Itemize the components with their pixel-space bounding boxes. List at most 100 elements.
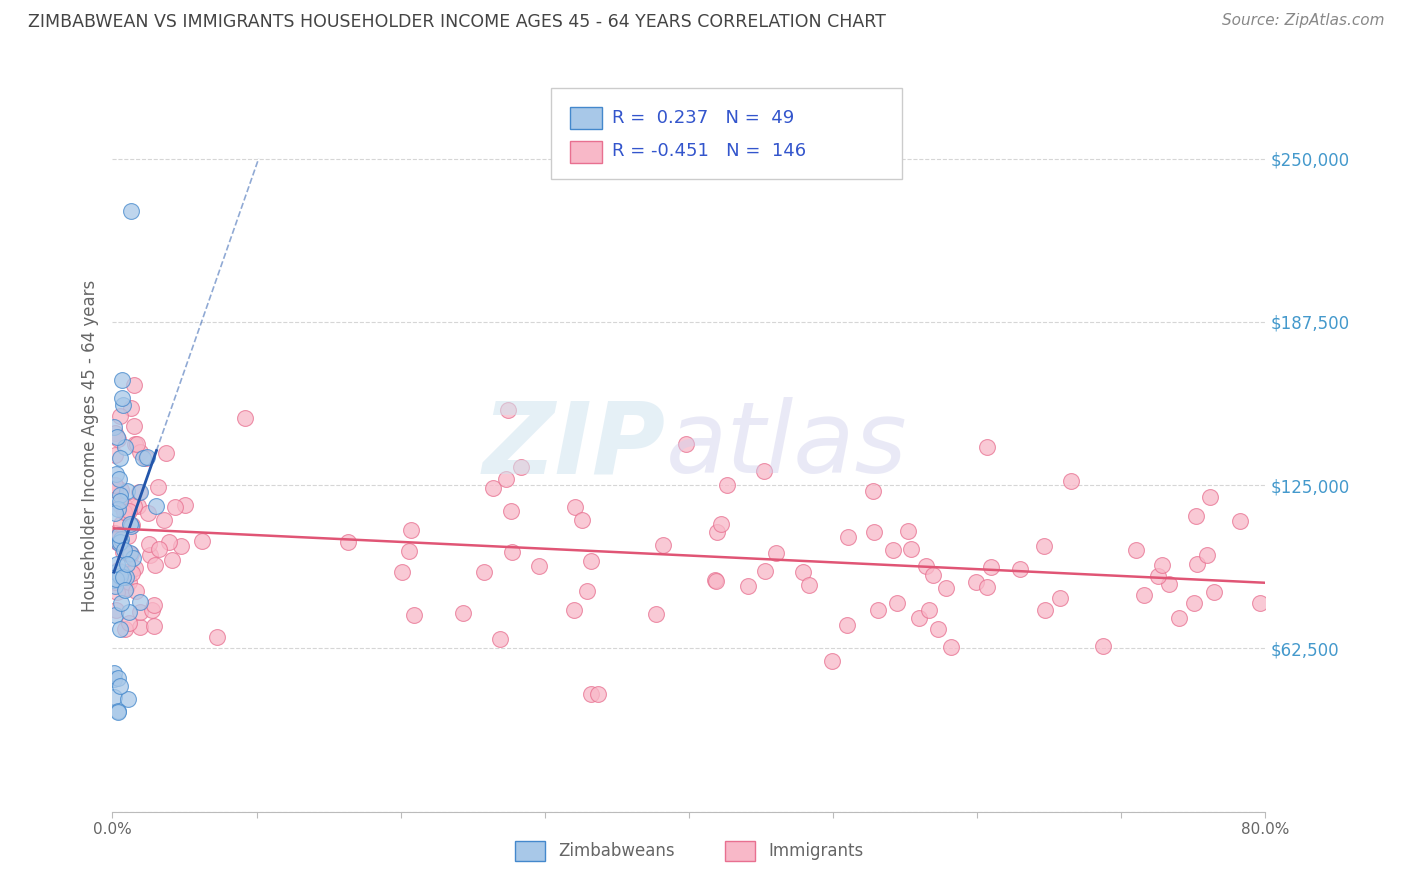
Point: [112, 399, 135, 413]
Point: [821, 654, 844, 668]
Point: [160, 553, 183, 567]
Point: [837, 530, 859, 544]
Point: [451, 606, 474, 620]
Point: [586, 687, 609, 701]
Point: [120, 401, 142, 415]
Point: [145, 499, 167, 513]
Point: [124, 560, 146, 574]
Point: [915, 558, 938, 573]
Point: [886, 596, 908, 610]
Point: [127, 437, 149, 451]
Point: [118, 605, 141, 619]
Point: [122, 551, 145, 566]
Point: [118, 546, 141, 560]
Point: [107, 671, 129, 685]
Point: [114, 582, 136, 597]
Point: [117, 547, 139, 561]
FancyBboxPatch shape: [571, 107, 603, 129]
Point: [402, 607, 425, 622]
Point: [104, 532, 127, 546]
Point: [136, 450, 159, 465]
Point: [1199, 490, 1222, 504]
Point: [110, 596, 132, 610]
Point: [1059, 474, 1081, 488]
Point: [117, 692, 139, 706]
Point: [155, 446, 177, 460]
Point: [111, 373, 134, 387]
Point: [107, 563, 129, 577]
Point: [111, 545, 134, 559]
Point: [110, 488, 132, 502]
Point: [104, 478, 127, 492]
Point: [110, 409, 132, 423]
Point: [1157, 577, 1180, 591]
Point: [104, 425, 127, 440]
Text: R =  0.237   N =  49: R = 0.237 N = 49: [612, 110, 794, 128]
Point: [127, 499, 149, 513]
Point: [122, 499, 145, 513]
Point: [173, 498, 195, 512]
Point: [716, 477, 738, 491]
Point: [108, 679, 131, 693]
Point: [112, 498, 135, 512]
Point: [579, 554, 602, 568]
Point: [921, 568, 943, 582]
Point: [527, 558, 550, 573]
Point: [138, 548, 160, 562]
Point: [114, 440, 136, 454]
Point: [918, 603, 941, 617]
Point: [103, 665, 125, 680]
Point: [907, 611, 929, 625]
Point: [110, 534, 132, 549]
Point: [571, 513, 593, 527]
Point: [112, 543, 135, 558]
Point: [110, 483, 132, 498]
Text: ZIMBABWEAN VS IMMIGRANTS HOUSEHOLDER INCOME AGES 45 - 64 YEARS CORRELATION CHART: ZIMBABWEAN VS IMMIGRANTS HOUSEHOLDER INC…: [28, 13, 886, 31]
FancyBboxPatch shape: [571, 141, 603, 163]
Point: [562, 603, 585, 617]
Point: [115, 506, 138, 520]
Point: [118, 615, 141, 630]
Point: [862, 484, 884, 499]
Point: [1195, 549, 1218, 563]
Point: [108, 472, 131, 486]
Point: [205, 630, 228, 644]
Point: [104, 506, 127, 520]
Point: [114, 622, 136, 636]
Point: [117, 529, 139, 543]
Point: [108, 528, 131, 542]
Point: [765, 546, 787, 560]
Point: [105, 430, 128, 444]
Point: [120, 547, 142, 561]
Point: [120, 519, 142, 533]
Point: [1185, 509, 1208, 524]
Point: [117, 484, 139, 499]
Point: [1133, 588, 1156, 602]
Point: [754, 564, 776, 578]
Point: [754, 464, 776, 478]
Point: [1150, 558, 1173, 572]
Y-axis label: Householder Income Ages 45 - 64 years: Householder Income Ages 45 - 64 years: [80, 280, 98, 612]
Point: [118, 517, 141, 532]
Point: [114, 581, 136, 595]
Point: [108, 527, 131, 541]
Point: [104, 574, 127, 589]
Point: [104, 533, 127, 548]
Point: [107, 704, 129, 718]
Point: [129, 605, 152, 619]
Point: [108, 498, 131, 512]
Point: [1204, 584, 1226, 599]
Point: [148, 542, 170, 557]
Point: [143, 558, 166, 572]
Point: [107, 502, 129, 516]
Point: [501, 545, 523, 559]
Point: [128, 620, 150, 634]
Point: [114, 570, 136, 584]
Point: [111, 392, 134, 406]
Point: [108, 569, 131, 583]
Point: [153, 513, 176, 527]
Point: [710, 517, 733, 532]
Point: [965, 574, 987, 589]
Point: [939, 640, 962, 654]
Point: [703, 574, 725, 588]
